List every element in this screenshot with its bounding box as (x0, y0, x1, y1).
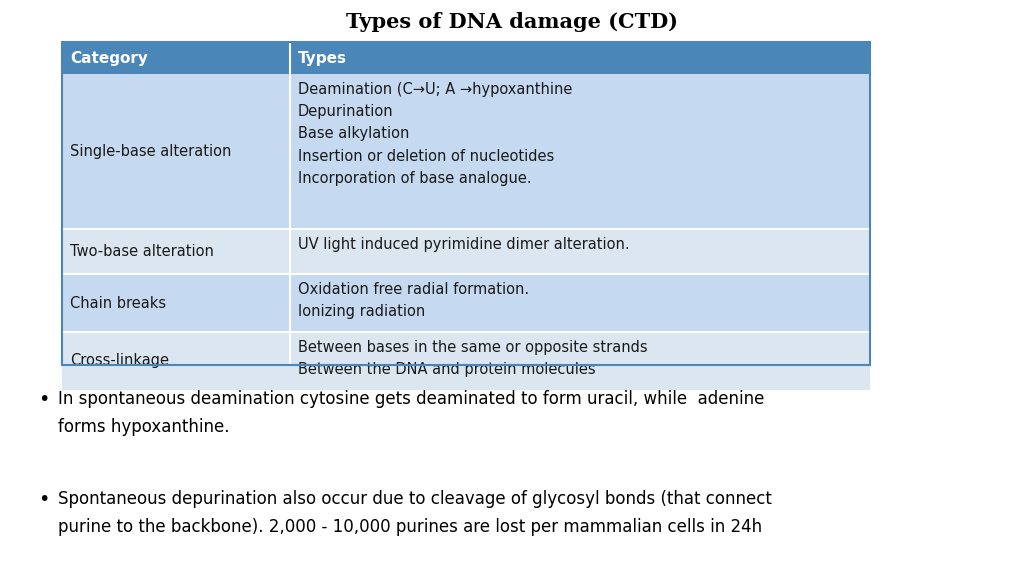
Text: •: • (38, 490, 49, 509)
Text: Chain breaks: Chain breaks (70, 295, 166, 310)
Text: Oxidation free radial formation.
Ionizing radiation: Oxidation free radial formation. Ionizin… (298, 282, 529, 319)
Bar (62, 229, 870, 274)
Text: In spontaneous deamination cytosine gets deaminated to form uracil, while  adeni: In spontaneous deamination cytosine gets… (58, 390, 764, 436)
Text: Cross-linkage: Cross-linkage (70, 354, 169, 369)
Text: Two-base alteration: Two-base alteration (70, 244, 214, 259)
Text: Spontaneous depurination also occur due to cleavage of glycosyl bonds (that conn: Spontaneous depurination also occur due … (58, 490, 772, 536)
Bar (62, 332, 870, 390)
Text: Category: Category (70, 51, 147, 66)
Text: •: • (38, 390, 49, 409)
Bar (62, 74, 870, 229)
Text: Single-base alteration: Single-base alteration (70, 144, 231, 159)
Bar (62, 42, 870, 365)
Text: UV light induced pyrimidine dimer alteration.: UV light induced pyrimidine dimer altera… (298, 237, 630, 252)
Bar (62, 42, 870, 74)
Text: Types: Types (298, 51, 347, 66)
Text: Deamination (C→U; A →hypoxanthine
Depurination
Base alkylation
Insertion or dele: Deamination (C→U; A →hypoxanthine Depuri… (298, 82, 572, 186)
Text: Between bases in the same or opposite strands
Between the DNA and protein molecu: Between bases in the same or opposite st… (298, 340, 647, 377)
Bar (62, 274, 870, 332)
Text: Types of DNA damage (CTD): Types of DNA damage (CTD) (346, 12, 678, 32)
